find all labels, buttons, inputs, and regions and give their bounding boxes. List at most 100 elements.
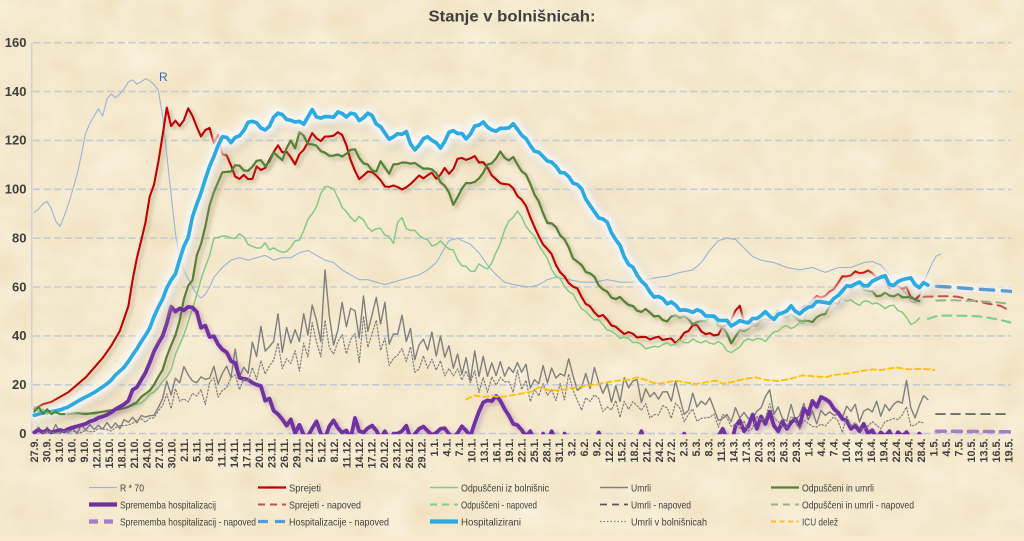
svg-text:Odpuščeni - napoved: Odpuščeni - napoved: [461, 500, 537, 511]
svg-text:26.3.: 26.3.: [779, 439, 791, 463]
svg-text:25.4.: 25.4.: [904, 439, 916, 463]
svg-text:14.3.: 14.3.: [729, 439, 741, 463]
svg-text:0: 0: [19, 426, 26, 441]
svg-text:ICU delež: ICU delež: [802, 517, 838, 528]
svg-text:29.12.: 29.12.: [416, 439, 428, 469]
svg-text:18.10.: 18.10.: [117, 439, 129, 469]
svg-text:14.11.: 14.11.: [229, 439, 241, 468]
svg-text:24.2.: 24.2.: [654, 439, 666, 463]
svg-text:12.10.: 12.10.: [92, 439, 104, 469]
svg-text:3.10.: 3.10.: [54, 439, 66, 463]
svg-text:Sprejeti - napoved: Sprejeti - napoved: [289, 500, 361, 511]
svg-text:2.3.: 2.3.: [679, 439, 691, 457]
svg-text:Umrli v bolnišnicah: Umrli v bolnišnicah: [631, 517, 707, 528]
svg-text:26.11.: 26.11.: [279, 439, 291, 468]
svg-text:Stanje v bolnišnicah:: Stanje v bolnišnicah:: [429, 9, 596, 26]
svg-text:16.5.: 16.5.: [991, 439, 1003, 463]
svg-text:120: 120: [5, 133, 27, 148]
svg-text:11.12.: 11.12.: [341, 439, 353, 468]
svg-text:16.4.: 16.4.: [866, 439, 878, 463]
svg-text:27.2.: 27.2.: [666, 439, 678, 463]
svg-text:17.11.: 17.11.: [241, 439, 253, 468]
svg-text:5.11.: 5.11.: [192, 439, 204, 462]
svg-text:26.12.: 26.12.: [404, 439, 416, 469]
svg-text:15.10.: 15.10.: [104, 439, 116, 469]
svg-text:140: 140: [5, 84, 27, 99]
svg-text:7.1.: 7.1.: [454, 439, 466, 457]
svg-text:10.4.: 10.4.: [841, 439, 853, 463]
svg-text:2.11.: 2.11.: [179, 439, 191, 462]
svg-text:9.10.: 9.10.: [79, 439, 91, 463]
svg-text:40: 40: [12, 328, 26, 343]
svg-text:28.4.: 28.4.: [916, 439, 928, 463]
svg-text:13.5.: 13.5.: [979, 439, 991, 463]
svg-text:29.3.: 29.3.: [791, 439, 803, 463]
svg-text:Sprememba hospitalizacij: Sprememba hospitalizacij: [120, 500, 216, 511]
svg-text:18.2.: 18.2.: [629, 439, 641, 463]
svg-text:23.3.: 23.3.: [766, 439, 778, 463]
svg-text:Umrli - napoved: Umrli - napoved: [631, 500, 691, 511]
svg-text:Sprejeti: Sprejeti: [289, 483, 321, 494]
svg-text:Hospitalizirani: Hospitalizirani: [461, 517, 521, 528]
svg-text:10.5.: 10.5.: [966, 439, 978, 463]
svg-text:20: 20: [12, 377, 26, 392]
svg-text:20.3.: 20.3.: [754, 439, 766, 463]
svg-text:30.9.: 30.9.: [42, 439, 54, 463]
svg-text:160: 160: [5, 35, 27, 50]
svg-text:15.2.: 15.2.: [616, 439, 628, 463]
svg-text:Umrli: Umrli: [631, 483, 651, 494]
svg-text:19.5.: 19.5.: [1004, 439, 1016, 463]
svg-text:13.1.: 13.1.: [479, 439, 491, 463]
svg-text:4.1.: 4.1.: [441, 439, 453, 457]
svg-text:19.4.: 19.4.: [879, 439, 891, 463]
svg-text:8.3.: 8.3.: [704, 439, 716, 457]
svg-text:14.12.: 14.12.: [354, 439, 366, 469]
svg-text:R: R: [159, 70, 168, 84]
svg-text:Hospitalizacije - napoved: Hospitalizacije - napoved: [289, 517, 389, 528]
svg-text:80: 80: [12, 231, 26, 246]
svg-text:100: 100: [5, 182, 27, 197]
svg-text:60: 60: [12, 279, 26, 294]
svg-text:13.4.: 13.4.: [854, 439, 866, 463]
svg-text:24.10.: 24.10.: [142, 439, 154, 469]
svg-text:9.2.: 9.2.: [591, 439, 603, 457]
svg-text:3.2.: 3.2.: [566, 439, 578, 457]
svg-text:22.1.: 22.1.: [516, 439, 528, 463]
svg-text:20.11.: 20.11.: [254, 439, 266, 468]
svg-text:7.4.: 7.4.: [829, 439, 841, 457]
svg-text:25.1.: 25.1.: [529, 439, 541, 463]
svg-text:1.5.: 1.5.: [929, 439, 941, 457]
svg-text:16.1.: 16.1.: [491, 439, 503, 463]
svg-text:21.10.: 21.10.: [129, 439, 141, 469]
svg-text:5.12.: 5.12.: [316, 439, 328, 463]
svg-text:19.1.: 19.1.: [504, 439, 516, 463]
svg-text:5.3.: 5.3.: [691, 439, 703, 457]
svg-text:11.11.: 11.11.: [217, 439, 229, 468]
svg-text:17.12.: 17.12.: [366, 439, 378, 469]
svg-text:4.4.: 4.4.: [816, 439, 828, 457]
svg-text:17.3.: 17.3.: [741, 439, 753, 463]
svg-text:Sprememba hospitalizacij - nap: Sprememba hospitalizacij - napoved: [120, 517, 256, 528]
svg-text:22.4.: 22.4.: [891, 439, 903, 463]
svg-text:R * 70: R * 70: [120, 483, 144, 494]
svg-text:10.1.: 10.1.: [466, 439, 478, 463]
svg-text:21.2.: 21.2.: [641, 439, 653, 463]
svg-text:23.12.: 23.12.: [391, 439, 403, 469]
svg-text:7.5.: 7.5.: [954, 439, 966, 457]
svg-text:6.10.: 6.10.: [67, 439, 79, 463]
svg-text:11.3.: 11.3.: [716, 439, 728, 462]
svg-text:31.1.: 31.1.: [554, 439, 566, 463]
svg-text:Odpuščeni in umrli: Odpuščeni in umrli: [802, 483, 874, 494]
svg-text:6.2.: 6.2.: [579, 439, 591, 457]
svg-text:1.1.: 1.1.: [429, 439, 441, 457]
svg-text:Odpuščeni in umrli - napoved: Odpuščeni in umrli - napoved: [802, 500, 914, 511]
svg-text:28.1.: 28.1.: [541, 439, 553, 463]
svg-text:2.12.: 2.12.: [304, 439, 316, 463]
svg-text:4.5.: 4.5.: [941, 439, 953, 457]
svg-text:30.10.: 30.10.: [167, 439, 179, 469]
svg-text:Odpuščeni iz bolnišnic: Odpuščeni iz bolnišnic: [461, 483, 549, 494]
svg-text:8.12.: 8.12.: [329, 439, 341, 463]
svg-text:12.2.: 12.2.: [604, 439, 616, 463]
svg-text:27.10.: 27.10.: [154, 439, 166, 469]
svg-text:8.11.: 8.11.: [204, 439, 216, 462]
